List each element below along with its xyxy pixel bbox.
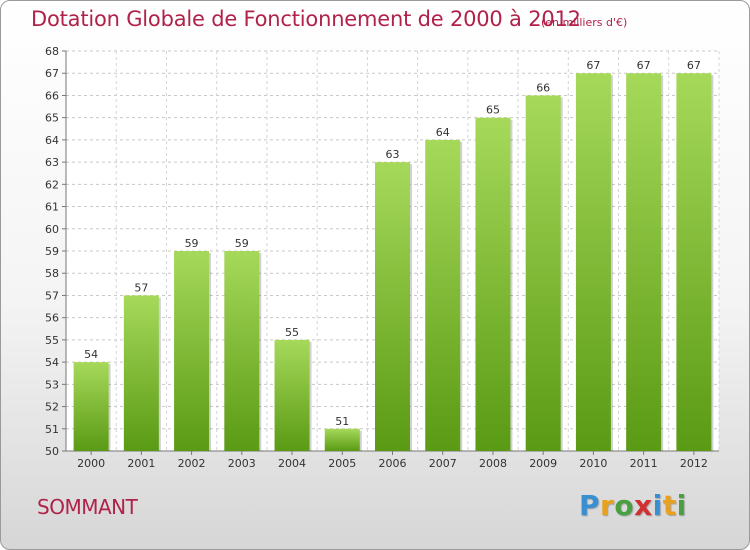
y-tick-label: 59 (45, 245, 59, 258)
bar-value-label: 57 (134, 281, 148, 294)
x-tick-label: 2005 (328, 457, 356, 470)
logo-letter: o (614, 489, 635, 522)
bar-value-label: 67 (637, 59, 651, 72)
y-tick-label: 60 (45, 223, 59, 236)
y-tick-label: 66 (45, 89, 59, 102)
logo-letter: t (662, 489, 677, 522)
bar (123, 295, 159, 451)
x-tick-label: 2002 (178, 457, 206, 470)
bar-value-label: 59 (185, 237, 199, 250)
y-tick-label: 68 (45, 45, 59, 58)
x-tick-label: 2010 (579, 457, 607, 470)
bar (575, 73, 611, 451)
bar (73, 362, 109, 451)
bar-value-label: 55 (285, 326, 299, 339)
x-tick-label: 2012 (680, 457, 708, 470)
y-tick-label: 57 (45, 289, 59, 302)
y-tick-label: 50 (45, 445, 59, 458)
logo-letter: r (600, 489, 615, 522)
bar (375, 162, 410, 451)
bars-layer (73, 73, 714, 452)
bar (475, 117, 511, 452)
bar-value-label: 54 (84, 348, 98, 361)
bar (324, 428, 360, 451)
axis-layer: 50 51 52 53 54 55 56 57 58 59 60 61 62 63 64 65 66 67 68 20… (45, 45, 719, 470)
x-tick-label: 2009 (529, 457, 557, 470)
commune-name: SOMMANT (37, 495, 138, 519)
bar (274, 339, 310, 451)
y-tick-label: 63 (45, 156, 59, 169)
logo-letter: i (676, 489, 687, 522)
x-tick-label: 2011 (630, 457, 658, 470)
y-tick-label: 53 (45, 378, 59, 391)
x-tick-label: 2007 (429, 457, 457, 470)
logo-letter: i (652, 489, 663, 522)
bar-value-label: 59 (235, 237, 249, 250)
y-tick-label: 62 (45, 178, 59, 191)
x-tick-label: 2000 (77, 457, 105, 470)
bar-value-label: 66 (536, 81, 550, 94)
x-tick-label: 2008 (479, 457, 507, 470)
bar (626, 73, 662, 451)
x-tick-label: 2001 (127, 457, 155, 470)
bar-value-label: 51 (335, 415, 349, 428)
logo-letter: P (579, 489, 601, 522)
labels-layer: 54 57 59 59 55 51 63 64 65 66 67 67 67 (84, 59, 701, 428)
y-tick-label: 65 (45, 112, 59, 125)
bar (676, 73, 712, 451)
bar-value-label: 64 (436, 126, 450, 139)
chart-title: Dotation Globale de Fonctionnement de 20… (31, 7, 581, 31)
y-tick-label: 58 (45, 267, 59, 280)
chart-subtitle: (en milliers d'€) (541, 16, 628, 29)
bar (224, 251, 260, 451)
bar (425, 139, 461, 451)
y-tick-label: 55 (45, 334, 59, 347)
bar-value-label: 65 (486, 104, 500, 117)
y-tick-label: 51 (45, 423, 59, 436)
y-tick-label: 54 (45, 356, 59, 369)
x-tick-label: 2003 (228, 457, 256, 470)
y-tick-label: 64 (45, 134, 59, 147)
x-tick-label: 2006 (379, 457, 407, 470)
bar-value-label: 67 (687, 59, 701, 72)
bar (174, 251, 210, 451)
bar-value-label: 63 (386, 148, 400, 161)
x-tick-label: 2004 (278, 457, 306, 470)
y-tick-label: 67 (45, 67, 59, 80)
logo-letter: x (634, 489, 653, 522)
bar-value-label: 67 (586, 59, 600, 72)
proxiti-logo[interactable]: Proxiti (579, 489, 687, 523)
y-tick-label: 61 (45, 201, 59, 214)
y-tick-label: 56 (45, 312, 59, 325)
bar (525, 95, 561, 451)
y-tick-label: 52 (45, 401, 59, 414)
